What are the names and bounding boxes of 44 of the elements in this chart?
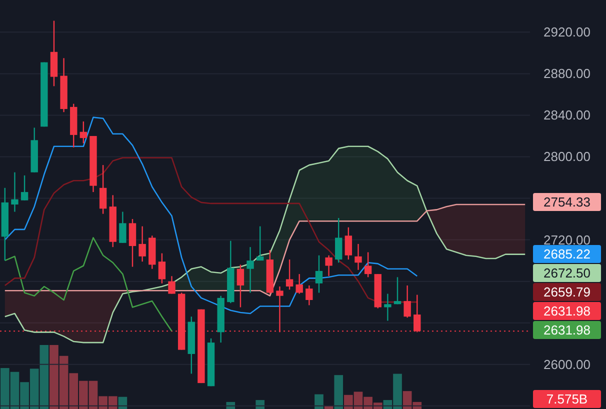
candlestick [20,174,28,201]
candlestick [158,252,166,284]
y-tick-label: 2880.00 [544,66,590,82]
candlestick [364,252,372,278]
candlestick [256,226,264,262]
candlestick [344,226,352,260]
y-tick-label: 2800.00 [544,149,590,164]
line-series [4,116,418,314]
candlestick [236,264,244,308]
line-series [4,204,526,296]
text: 2685.22 [544,246,590,262]
text: 7.575B [546,392,588,406]
candlestick [335,217,342,264]
candlestick [276,286,284,333]
candlestick [315,254,323,294]
text: 2672.50 [544,266,590,280]
bar [314,394,324,409]
y-tick-label: 2600.00 [544,356,590,372]
candlestick [80,120,88,144]
candlestick [354,243,362,270]
y-tick-label: 2840.00 [544,108,590,123]
candlestick [325,254,332,277]
candlestick [404,284,411,318]
text: 2659.79 [544,284,590,300]
line-series [4,237,172,332]
candlestick [11,172,18,212]
candlestick [119,211,126,244]
ref-line-label: 2631.98 [544,304,590,318]
candlestick [384,293,392,322]
candlestick [128,218,136,268]
y-tick-label: 2920.00 [544,24,590,40]
candlestick [286,258,294,290]
y-tick-label: 2720.00 [544,232,590,248]
bar [256,400,265,409]
candlestick [138,226,146,262]
candlestick [99,164,107,214]
text: 2631.98 [544,322,590,338]
bar [334,375,344,409]
candlestick [246,246,254,294]
candlestick [306,284,313,306]
candlestick [394,276,402,305]
text: 2754.33 [544,194,590,210]
candlestick [168,276,176,294]
candlestick [296,273,303,294]
